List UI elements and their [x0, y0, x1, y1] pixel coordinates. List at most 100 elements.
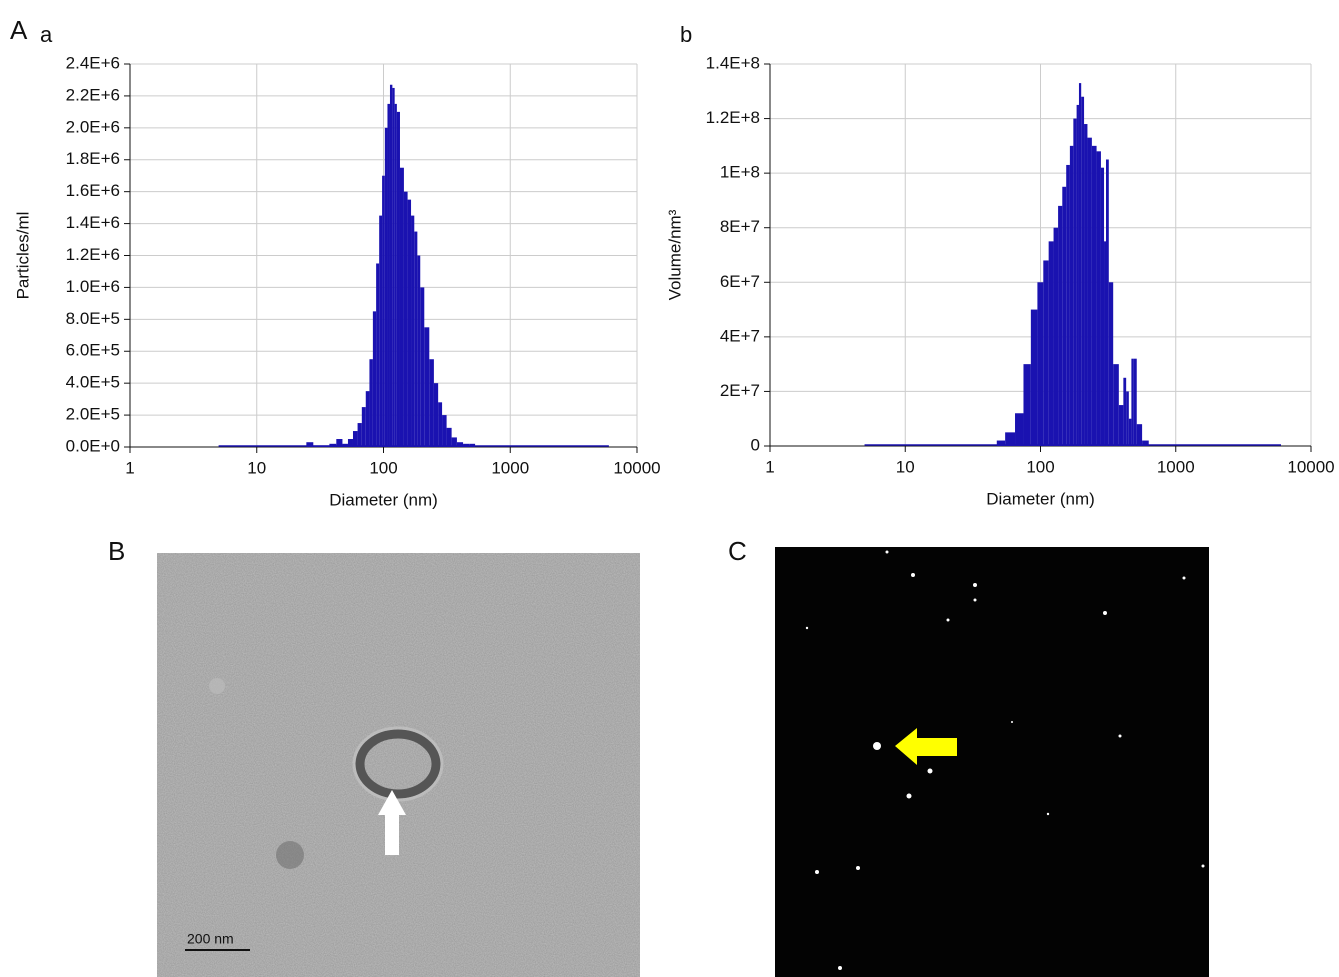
bar [1053, 227, 1059, 446]
bar [1084, 124, 1088, 447]
bar [1131, 358, 1134, 446]
bar [1108, 282, 1114, 446]
x-tick-label: 1 [765, 457, 774, 476]
y-tick-label: 1.2E+8 [706, 108, 760, 127]
bar [365, 391, 370, 447]
bar [469, 443, 476, 447]
y-tick-label: 1.0E+6 [66, 277, 120, 296]
y-tick-label: 0.0E+0 [66, 436, 120, 455]
bar [1073, 118, 1077, 447]
bar [347, 439, 353, 447]
bar [329, 443, 337, 447]
bar [379, 215, 383, 447]
x-tick-label: 100 [369, 458, 397, 477]
bar [442, 415, 447, 447]
x-tick-label: 10000 [1287, 457, 1334, 476]
x-tick-label: 1000 [491, 458, 529, 477]
bar [411, 215, 415, 447]
bar [1062, 186, 1067, 447]
bar [1128, 418, 1132, 446]
bar [313, 445, 322, 447]
bar [1136, 424, 1143, 446]
panel-label: B [108, 536, 125, 566]
bar [1105, 159, 1109, 446]
y-tick-label: 2.2E+6 [66, 85, 120, 104]
bar [357, 423, 362, 447]
bar [361, 407, 366, 447]
bar [438, 402, 443, 447]
y-tick-label: 8.0E+5 [66, 309, 120, 328]
x-tick-label: 1 [125, 458, 134, 477]
bar [396, 111, 400, 447]
panel-label: a [40, 22, 53, 47]
bar [306, 442, 314, 447]
bar [1133, 358, 1137, 446]
bar [1081, 96, 1085, 446]
bar [392, 87, 395, 447]
bar [394, 103, 397, 447]
y-tick-label: 2.0E+5 [66, 405, 120, 424]
bar [1118, 405, 1124, 446]
y-tick-label: 4.0E+5 [66, 373, 120, 392]
y-axis-label: Particles/ml [13, 212, 32, 300]
tem-image: 200 nm [157, 553, 640, 977]
bar [420, 287, 425, 447]
y-tick-label: 4E+7 [720, 326, 760, 345]
y-tick-label: 0 [751, 435, 760, 454]
bar [352, 431, 358, 447]
bar [384, 127, 388, 447]
bar [403, 191, 408, 447]
bar [1015, 413, 1024, 446]
bar [372, 311, 377, 447]
bar [1113, 364, 1119, 446]
y-tick-label: 1E+8 [720, 163, 760, 182]
bar [1087, 137, 1092, 446]
panel-label: A [10, 15, 28, 45]
bar [1078, 83, 1082, 446]
panel-label: C [728, 536, 747, 566]
bar [1100, 167, 1105, 446]
bar [1091, 145, 1097, 446]
x-tick-label: 10 [896, 457, 915, 476]
x-axis-label: Diameter (nm) [986, 489, 1095, 508]
bar [446, 427, 452, 447]
bar [1037, 282, 1044, 446]
bar [1104, 241, 1106, 446]
x-tick-label: 1000 [1157, 457, 1195, 476]
bar [433, 383, 439, 447]
bar [1030, 309, 1038, 446]
bar [1066, 164, 1070, 446]
bar [1123, 377, 1127, 446]
y-tick-label: 2.0E+6 [66, 117, 120, 136]
bar [417, 255, 421, 447]
bar [996, 440, 1006, 446]
bar [414, 231, 418, 447]
y-axis-label: Volume/nm³ [665, 209, 684, 300]
bar [456, 442, 464, 447]
bar [1023, 364, 1031, 446]
bar [1043, 260, 1049, 446]
bar [382, 175, 385, 448]
nta-image [775, 547, 1209, 977]
bar [1142, 440, 1149, 446]
y-tick-label: 2.4E+6 [66, 53, 120, 72]
bar [336, 439, 343, 447]
y-tick-label: 6E+7 [720, 272, 760, 291]
bar [1058, 205, 1063, 446]
bar [1005, 432, 1016, 446]
bar [424, 327, 430, 447]
bar [369, 359, 373, 447]
x-tick-label: 10000 [613, 458, 660, 477]
x-tick-label: 10 [247, 458, 266, 477]
y-tick-label: 1.2E+6 [66, 245, 120, 264]
bar [451, 437, 457, 447]
bar [342, 443, 348, 447]
x-tick-label: 100 [1026, 457, 1054, 476]
y-tick-label: 6.0E+5 [66, 341, 120, 360]
x-axis-label: Diameter (nm) [329, 490, 438, 509]
bar [321, 445, 330, 447]
y-tick-label: 2E+7 [720, 381, 760, 400]
y-tick-label: 1.4E+6 [66, 213, 120, 232]
bar [1076, 104, 1079, 446]
